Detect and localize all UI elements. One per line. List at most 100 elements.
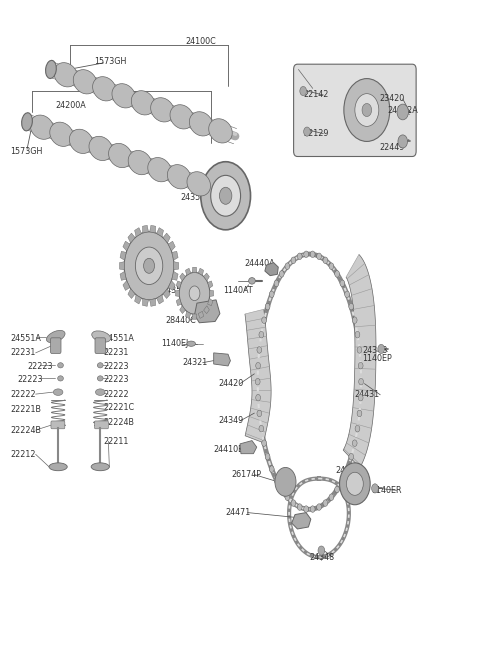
Polygon shape <box>180 273 185 281</box>
Circle shape <box>355 94 379 127</box>
Ellipse shape <box>54 62 77 87</box>
Circle shape <box>135 247 163 285</box>
Circle shape <box>340 280 345 287</box>
Polygon shape <box>163 233 170 243</box>
Ellipse shape <box>70 129 93 154</box>
Circle shape <box>397 104 408 120</box>
Ellipse shape <box>73 70 97 94</box>
Text: 24420: 24420 <box>218 379 244 388</box>
Circle shape <box>257 410 262 417</box>
Polygon shape <box>123 241 130 251</box>
Text: 22224B: 22224B <box>10 426 41 435</box>
Ellipse shape <box>148 157 171 182</box>
Polygon shape <box>192 314 197 319</box>
Circle shape <box>300 87 307 96</box>
Circle shape <box>256 394 261 401</box>
Circle shape <box>347 472 363 495</box>
Circle shape <box>297 504 302 510</box>
Text: 22142: 22142 <box>303 91 328 100</box>
Polygon shape <box>172 251 178 260</box>
Circle shape <box>179 272 210 314</box>
Circle shape <box>339 463 370 504</box>
Polygon shape <box>180 306 185 314</box>
Circle shape <box>352 317 357 323</box>
Text: 22221B: 22221B <box>10 405 41 415</box>
Circle shape <box>318 546 324 555</box>
Polygon shape <box>176 298 181 306</box>
Circle shape <box>259 425 264 432</box>
Polygon shape <box>120 251 126 260</box>
Text: 24321: 24321 <box>182 358 208 367</box>
Circle shape <box>340 477 345 483</box>
Circle shape <box>358 362 363 369</box>
Polygon shape <box>128 233 135 243</box>
Ellipse shape <box>97 363 103 368</box>
Circle shape <box>335 486 339 493</box>
Circle shape <box>335 271 339 277</box>
FancyBboxPatch shape <box>294 64 416 157</box>
Text: 24348: 24348 <box>362 346 387 355</box>
Circle shape <box>279 271 284 277</box>
Ellipse shape <box>108 144 132 168</box>
Ellipse shape <box>151 98 174 122</box>
Circle shape <box>358 394 363 401</box>
Polygon shape <box>194 300 220 323</box>
Text: 1573GH: 1573GH <box>10 147 43 155</box>
Polygon shape <box>128 289 135 298</box>
Polygon shape <box>150 298 156 306</box>
Circle shape <box>262 317 266 323</box>
Polygon shape <box>120 262 124 270</box>
Circle shape <box>265 453 270 460</box>
Text: 24471: 24471 <box>226 508 251 517</box>
Text: 22223: 22223 <box>104 375 129 384</box>
Circle shape <box>189 286 200 300</box>
Circle shape <box>297 253 302 260</box>
Circle shape <box>357 410 362 417</box>
Ellipse shape <box>128 150 152 174</box>
Circle shape <box>269 291 274 298</box>
Ellipse shape <box>187 341 195 346</box>
Text: 24350D: 24350D <box>180 193 212 201</box>
Polygon shape <box>292 512 311 529</box>
Circle shape <box>359 379 363 385</box>
Text: 22211: 22211 <box>104 437 129 445</box>
Ellipse shape <box>96 389 105 396</box>
Circle shape <box>124 232 174 300</box>
Ellipse shape <box>189 112 213 136</box>
Text: 24551A: 24551A <box>104 334 134 343</box>
Text: 22231: 22231 <box>10 348 36 358</box>
Circle shape <box>274 280 279 287</box>
Text: 24355S: 24355S <box>161 285 192 295</box>
Polygon shape <box>156 295 164 304</box>
Polygon shape <box>198 268 204 276</box>
Text: 24410B: 24410B <box>214 445 244 454</box>
Circle shape <box>304 251 309 258</box>
Polygon shape <box>143 225 148 233</box>
Text: 22129: 22129 <box>303 129 329 138</box>
Circle shape <box>259 331 264 338</box>
Ellipse shape <box>93 77 116 101</box>
Ellipse shape <box>58 363 63 368</box>
Circle shape <box>352 440 357 447</box>
Circle shape <box>257 346 262 353</box>
Text: 26174P: 26174P <box>231 470 262 479</box>
Circle shape <box>349 453 354 460</box>
Polygon shape <box>176 290 180 297</box>
Polygon shape <box>150 225 156 233</box>
Circle shape <box>317 253 322 260</box>
Text: 24200A: 24200A <box>56 101 86 110</box>
Text: 28440C: 28440C <box>166 316 197 325</box>
Ellipse shape <box>50 122 73 146</box>
Circle shape <box>372 483 378 493</box>
Ellipse shape <box>53 389 63 396</box>
Text: 22223: 22223 <box>27 362 52 371</box>
Polygon shape <box>120 272 126 280</box>
Circle shape <box>219 187 232 204</box>
Polygon shape <box>163 289 170 298</box>
Ellipse shape <box>209 119 232 143</box>
Text: 22224B: 22224B <box>104 419 134 428</box>
Text: 24370B: 24370B <box>128 256 158 265</box>
Circle shape <box>323 257 328 264</box>
Polygon shape <box>168 281 175 291</box>
Polygon shape <box>214 353 230 366</box>
